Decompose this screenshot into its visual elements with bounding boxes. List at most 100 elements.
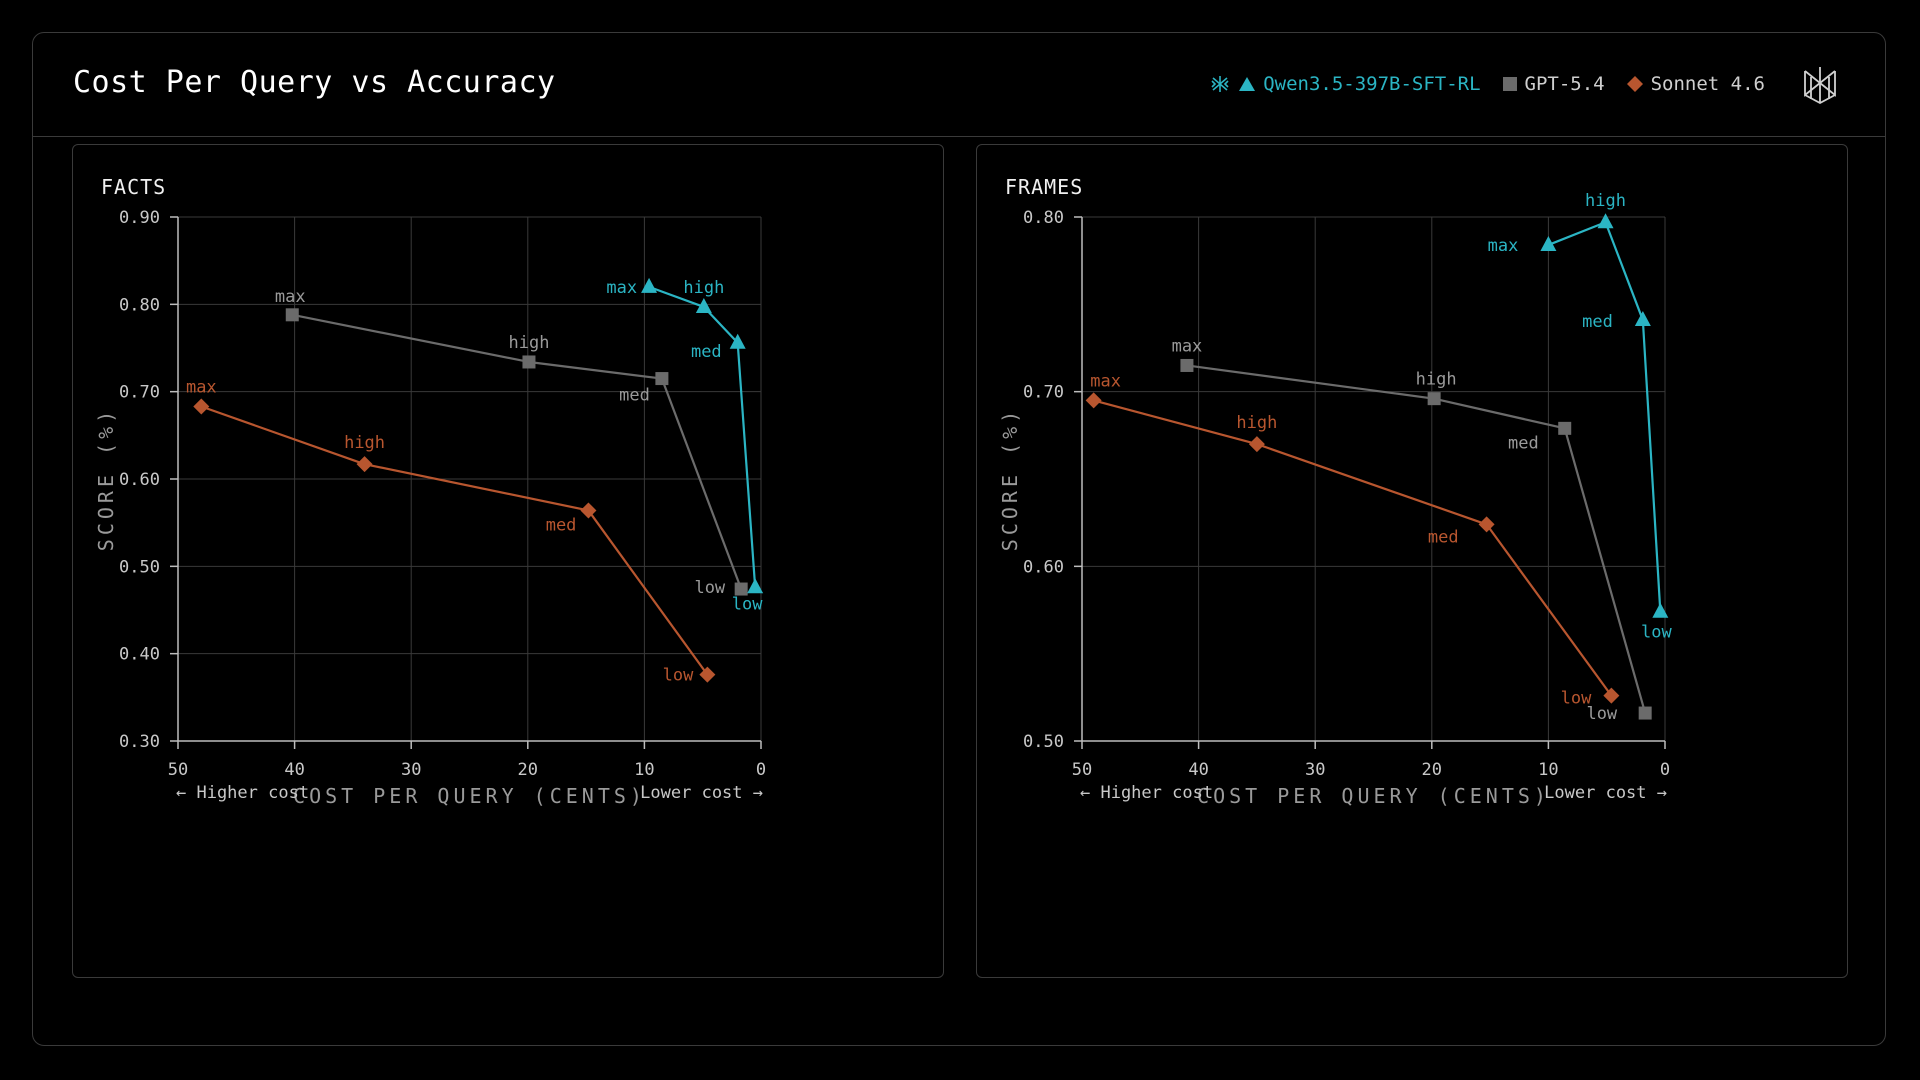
data-label-gpt: high [1416, 370, 1457, 390]
legend-item-sonnet: Sonnet 4.6 [1626, 73, 1765, 95]
data-point-sonnet [193, 398, 210, 415]
data-label-sonnet: med [546, 515, 577, 535]
x-tick-label: 10 [634, 760, 654, 780]
data-label-gpt: med [1508, 433, 1539, 453]
data-label-gpt: high [508, 333, 549, 353]
frames-panel: FRAMES 50 40 30 20 10 0 0.80 0.70 0.60 0.50 COST P… [976, 144, 1848, 978]
x-tick-label: 20 [1422, 760, 1442, 780]
series-gpt: max high med low [1172, 336, 1652, 724]
legend-marker-diamond [1626, 76, 1643, 92]
series-sonnet: max high med low [186, 378, 716, 686]
data-label-sonnet: low [663, 666, 694, 686]
frames-plot: 50 40 30 20 10 0 0.80 0.70 0.60 0.50 COST PER QUER… [998, 191, 1673, 808]
data-label-sonnet: max [186, 378, 217, 398]
y-tick-label: 0.90 [119, 208, 160, 228]
higher-cost-note: ← Higher cost [176, 783, 309, 803]
series-line-qwen [648, 285, 757, 588]
legend-marker-triangle [1239, 77, 1256, 91]
y-axis-title: SCORE (%) [998, 407, 1022, 551]
x-axis-title: COST PER QUERY (CENTS) [293, 784, 646, 808]
higher-cost-note: ← Higher cost [1080, 783, 1213, 803]
data-point-qwen [1652, 602, 1669, 618]
data-point-gpt [1427, 392, 1441, 406]
data-point-sonnet [699, 666, 716, 683]
data-label-sonnet: low [1561, 689, 1592, 709]
data-label-sonnet: high [1236, 413, 1277, 433]
facts-plot: 50 40 30 20 10 0 0.90 0.80 0.70 0.60 0.50 0.40 0.30 C… [94, 208, 766, 808]
series-line-qwen [1547, 221, 1662, 612]
x-tick-label: 50 [168, 760, 188, 780]
data-label-qwen: high [1585, 191, 1626, 211]
legend-marker-square [1502, 77, 1517, 91]
y-axis-title: SCORE (%) [94, 407, 118, 551]
x-axis-title: COST PER QUERY (CENTS) [1197, 784, 1550, 808]
data-point-sonnet [1085, 392, 1102, 409]
data-label-sonnet: max [1090, 371, 1121, 391]
y-tick-label: 0.70 [1023, 383, 1064, 403]
data-point-sonnet [1603, 687, 1620, 704]
y-tick-label: 0.80 [119, 295, 160, 315]
x-tick-label: 30 [1305, 760, 1325, 780]
data-label-qwen: high [683, 278, 724, 298]
data-point-sonnet [1248, 436, 1265, 453]
y-tick-label: 0.50 [1023, 732, 1064, 752]
y-tick-label: 0.60 [119, 470, 160, 490]
series-sonnet: max high med low [1085, 371, 1620, 709]
panel-title: FRAMES [1005, 175, 1084, 199]
x-tick-label: 40 [284, 760, 304, 780]
facts-panel: FACTS 50 40 30 20 10 0 0.90 0.80 0.70 0.60 0.50 0.4… [72, 144, 944, 978]
data-point-sonnet [356, 456, 373, 473]
data-point-gpt [655, 372, 669, 386]
chart-card: Cost Per Query vs Accuracy [32, 32, 1886, 1046]
legend-label: Qwen3.5-397B-SFT-RL [1263, 73, 1481, 95]
data-point-gpt [1638, 706, 1652, 720]
data-point-qwen [747, 578, 764, 594]
x-tick-label: 30 [401, 760, 421, 780]
legend-label: GPT-5.4 [1524, 73, 1605, 95]
data-point-qwen [1634, 311, 1651, 327]
logo-icon [1801, 65, 1839, 105]
series-qwen: max high med low [606, 277, 764, 614]
y-tick-label: 0.50 [119, 557, 160, 577]
lower-cost-note: Lower cost → [1544, 783, 1667, 803]
series-qwen: max high med low [1488, 191, 1673, 643]
data-point-qwen [1540, 235, 1557, 251]
legend: Qwen3.5-397B-SFT-RL GPT-5.4 Sonnet 4.6 [1209, 73, 1765, 95]
data-point-qwen [729, 333, 746, 349]
data-point-gpt [734, 582, 748, 596]
data-point-qwen [695, 297, 712, 313]
data-point-gpt [522, 355, 536, 369]
legend-item-gpt: GPT-5.4 [1502, 73, 1605, 95]
chart-header: Cost Per Query vs Accuracy [33, 33, 1885, 137]
x-tick-label: 40 [1188, 760, 1208, 780]
series-line-sonnet [200, 405, 709, 676]
data-label-sonnet: med [1428, 527, 1459, 547]
data-point-qwen [641, 277, 658, 293]
data-label-qwen: low [732, 594, 763, 614]
brain-icon [1209, 73, 1231, 95]
data-point-qwen [1597, 213, 1614, 229]
data-label-gpt: med [619, 386, 650, 406]
x-tick-label: 0 [1660, 760, 1670, 780]
y-tick-label: 0.40 [119, 645, 160, 665]
legend-label: Sonnet 4.6 [1650, 73, 1765, 95]
x-tick-label: 10 [1538, 760, 1558, 780]
x-tick-label: 0 [756, 760, 766, 780]
data-point-gpt [285, 308, 299, 322]
data-label-qwen: low [1641, 623, 1672, 643]
y-tick-label: 0.30 [119, 732, 160, 752]
y-tick-label: 0.80 [1023, 208, 1064, 228]
data-label-sonnet: high [344, 433, 385, 453]
data-label-gpt: low [694, 578, 725, 598]
legend-item-qwen: Qwen3.5-397B-SFT-RL [1209, 73, 1481, 95]
data-label-qwen: med [691, 342, 722, 362]
data-label-qwen: med [1582, 312, 1613, 332]
panel-title: FACTS [101, 175, 167, 199]
data-label-gpt: low [1586, 704, 1617, 724]
chart-title: Cost Per Query vs Accuracy [73, 65, 556, 100]
data-point-sonnet [1478, 516, 1495, 533]
y-tick-label: 0.60 [1023, 557, 1064, 577]
data-point-sonnet [580, 502, 597, 519]
data-label-gpt: max [275, 287, 306, 307]
data-point-gpt [1558, 421, 1572, 435]
